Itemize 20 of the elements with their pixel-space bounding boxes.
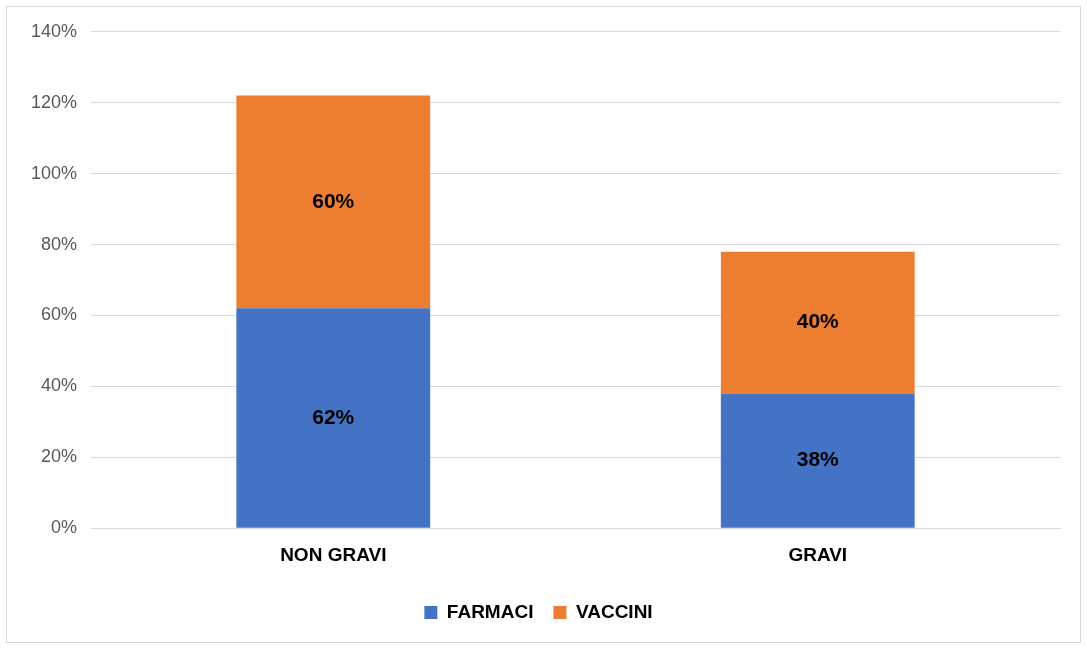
- x-tick-label: NON GRAVI: [280, 543, 387, 565]
- legend-label: VACCINI: [575, 600, 653, 622]
- legend-label: FARMACI: [446, 600, 534, 622]
- bar: [720, 393, 915, 528]
- data-label: 60%: [312, 188, 355, 212]
- y-tick-label: 80%: [41, 233, 78, 254]
- data-label: 38%: [796, 447, 840, 471]
- y-tick-label: 0%: [51, 517, 78, 538]
- bar: [236, 95, 431, 309]
- data-label: 40%: [796, 309, 840, 333]
- bar: [720, 251, 915, 394]
- y-tick-label: 100%: [30, 162, 78, 183]
- bar: [236, 308, 431, 528]
- data-label: 62%: [312, 404, 355, 428]
- y-tick-label: 40%: [41, 375, 78, 396]
- y-tick-label: 20%: [41, 446, 78, 467]
- y-tick-label: 140%: [30, 20, 78, 41]
- x-tick-label: GRAVI: [788, 543, 848, 565]
- y-tick-label: 60%: [41, 304, 78, 325]
- y-tick-label: 120%: [30, 91, 78, 112]
